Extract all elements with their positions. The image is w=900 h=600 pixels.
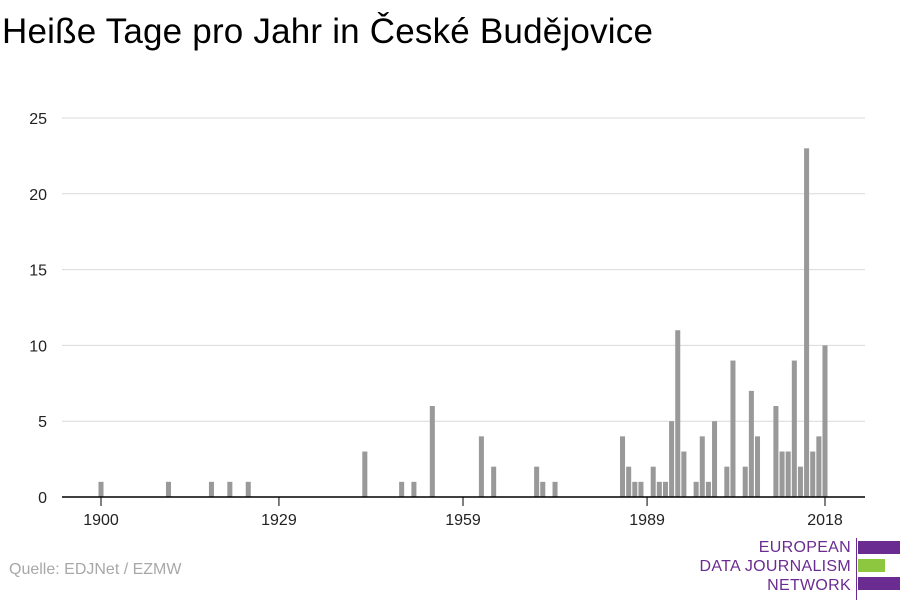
- bar-2018: [822, 345, 828, 497]
- bar-2007: [754, 436, 761, 497]
- bar-1921: [227, 481, 233, 497]
- bar-2017: [816, 436, 822, 497]
- bar-2011: [779, 451, 785, 497]
- bar-1972: [540, 481, 546, 497]
- y-tick-label: 25: [29, 111, 47, 128]
- bar-1911: [165, 481, 172, 497]
- logo-line-2: DATA JOURNALISM: [699, 558, 851, 575]
- bar-2003: [730, 360, 736, 497]
- y-tick-label: 20: [29, 187, 47, 204]
- edjnet-logo[interactable]: EUROPEAN DATA JOURNALISM NETWORK: [700, 538, 900, 600]
- bar-1986: [626, 466, 632, 497]
- x-tick-label: 1959: [445, 512, 481, 529]
- bar-2015: [804, 148, 810, 497]
- bar-1995: [681, 451, 687, 497]
- x-tick-label: 1989: [629, 512, 665, 529]
- logo-line-1: EUROPEAN: [758, 539, 851, 556]
- bar-1951: [411, 481, 417, 497]
- y-tick-label: 15: [29, 263, 47, 280]
- bar-1988: [638, 481, 644, 497]
- bar-1943: [362, 451, 368, 497]
- bar-1985: [620, 436, 626, 497]
- bar-2012: [785, 451, 791, 497]
- axes: 0 5 10 15 20 25 1900 1929 1959 1989 2018: [29, 111, 865, 529]
- x-tick-label: 1900: [83, 512, 119, 529]
- bar-1990: [650, 466, 656, 497]
- bar-2016: [810, 451, 816, 497]
- bar-1900: [98, 481, 104, 497]
- bar-1971: [534, 466, 540, 497]
- bar-1918: [208, 481, 214, 497]
- logo-divider: [856, 538, 857, 600]
- y-tick-label: 10: [29, 338, 47, 355]
- bar-1992: [662, 481, 668, 497]
- bar-1964: [491, 466, 497, 497]
- bar-2006: [748, 390, 754, 497]
- bar-2010: [773, 406, 779, 497]
- bar-1999: [705, 481, 711, 497]
- chart-title: Heiße Tage pro Jahr in České Budějovice: [2, 12, 654, 51]
- bar-1962: [478, 436, 484, 497]
- x-tick-label: 2018: [807, 512, 843, 529]
- bar-1949: [399, 481, 405, 497]
- grid-lines: [62, 117, 865, 422]
- source-note: Quelle: EDJNet / EZMW: [9, 561, 182, 578]
- y-tick-label: 0: [38, 490, 47, 507]
- bar-1993: [669, 421, 675, 497]
- bar-2014: [797, 466, 803, 497]
- x-tick-label: 1929: [261, 512, 297, 529]
- bar-2005: [742, 466, 748, 497]
- bar-1954: [429, 406, 435, 497]
- bar-1994: [675, 330, 681, 497]
- logo-stripe-bottom: [858, 577, 900, 590]
- bar-1991: [656, 481, 662, 497]
- logo-stripe-middle: [858, 559, 885, 572]
- bar-2002: [724, 466, 730, 497]
- logo-stripe-top: [858, 541, 900, 554]
- logo-line-3: NETWORK: [767, 577, 851, 594]
- bar-2013: [791, 360, 797, 497]
- bar-1998: [699, 436, 705, 497]
- bar-1997: [693, 481, 699, 497]
- bar-1987: [632, 481, 638, 497]
- bar-2000: [712, 421, 718, 497]
- bars: [98, 148, 828, 497]
- logo-wordmark: EUROPEAN DATA JOURNALISM NETWORK: [700, 538, 851, 595]
- y-tick-label: 5: [38, 414, 47, 431]
- bar-1974: [552, 481, 558, 497]
- bar-1924: [245, 481, 251, 497]
